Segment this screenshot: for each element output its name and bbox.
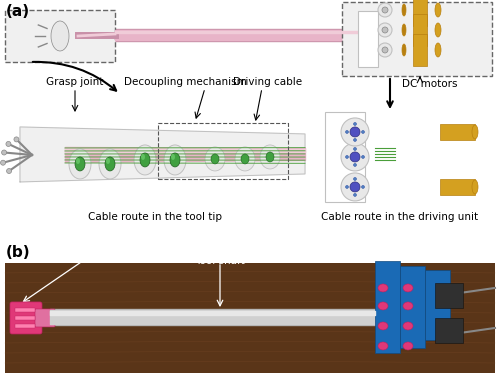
Ellipse shape	[403, 302, 413, 310]
Ellipse shape	[14, 137, 19, 142]
Ellipse shape	[350, 127, 360, 137]
Bar	[158, 123, 288, 179]
Ellipse shape	[346, 155, 348, 158]
Ellipse shape	[346, 186, 348, 189]
Ellipse shape	[362, 155, 364, 158]
Ellipse shape	[403, 342, 413, 350]
Ellipse shape	[435, 43, 441, 57]
Text: Tool shaft: Tool shaft	[195, 256, 245, 266]
Ellipse shape	[382, 7, 388, 13]
Text: (a): (a)	[6, 4, 30, 19]
Ellipse shape	[403, 284, 413, 292]
Text: (b): (b)	[6, 245, 30, 260]
Ellipse shape	[341, 118, 369, 146]
Ellipse shape	[69, 149, 91, 179]
Ellipse shape	[435, 3, 441, 17]
FancyBboxPatch shape	[10, 302, 42, 334]
FancyBboxPatch shape	[400, 266, 425, 348]
Bar	[5, 10, 115, 62]
Bar	[320, 100, 492, 220]
Bar	[435, 318, 463, 343]
Ellipse shape	[99, 149, 121, 179]
Text: Driving cable: Driving cable	[234, 77, 302, 87]
Ellipse shape	[341, 143, 369, 171]
Ellipse shape	[378, 23, 392, 37]
Bar	[15, 308, 35, 312]
Text: Cable route in the tool tip: Cable route in the tool tip	[88, 212, 222, 222]
Ellipse shape	[164, 145, 186, 175]
Ellipse shape	[75, 157, 85, 171]
Ellipse shape	[350, 182, 360, 192]
Ellipse shape	[435, 23, 441, 37]
Ellipse shape	[6, 169, 12, 174]
Text: Grasp joint: Grasp joint	[46, 77, 104, 87]
Ellipse shape	[378, 342, 388, 350]
Ellipse shape	[241, 154, 249, 164]
Ellipse shape	[51, 21, 69, 51]
Ellipse shape	[76, 158, 80, 164]
Bar	[435, 283, 463, 308]
Ellipse shape	[0, 160, 5, 165]
Ellipse shape	[378, 322, 388, 330]
FancyBboxPatch shape	[375, 261, 400, 353]
Ellipse shape	[211, 154, 219, 164]
Ellipse shape	[403, 322, 413, 330]
Text: Tool tip: Tool tip	[82, 250, 118, 260]
Ellipse shape	[378, 43, 392, 57]
Ellipse shape	[205, 147, 225, 171]
Bar	[15, 324, 35, 328]
Bar	[413, 34, 427, 66]
Bar	[342, 2, 492, 76]
FancyBboxPatch shape	[35, 309, 55, 327]
Ellipse shape	[171, 154, 175, 160]
Ellipse shape	[106, 158, 110, 164]
Ellipse shape	[354, 194, 356, 197]
Ellipse shape	[354, 177, 356, 180]
Ellipse shape	[378, 3, 392, 17]
Ellipse shape	[140, 153, 150, 167]
Ellipse shape	[170, 153, 180, 167]
Text: Driving unit: Driving unit	[330, 250, 390, 260]
Ellipse shape	[266, 152, 274, 162]
Ellipse shape	[362, 186, 364, 189]
Ellipse shape	[2, 150, 6, 155]
Polygon shape	[20, 127, 305, 182]
Ellipse shape	[354, 138, 356, 141]
Text: DC motors: DC motors	[402, 79, 458, 89]
Bar	[440, 124, 475, 140]
Bar	[5, 263, 495, 373]
Ellipse shape	[235, 147, 255, 171]
Ellipse shape	[341, 173, 369, 201]
Bar	[413, 0, 427, 26]
Ellipse shape	[472, 125, 478, 139]
FancyBboxPatch shape	[425, 270, 450, 340]
Ellipse shape	[134, 145, 156, 175]
Bar	[325, 112, 365, 202]
Bar	[15, 316, 35, 320]
Ellipse shape	[402, 4, 406, 16]
Ellipse shape	[378, 302, 388, 310]
Ellipse shape	[402, 24, 406, 36]
Ellipse shape	[362, 130, 364, 133]
Ellipse shape	[6, 141, 11, 146]
Ellipse shape	[382, 47, 388, 53]
Text: Decoupling mechanism: Decoupling mechanism	[124, 77, 246, 87]
Ellipse shape	[354, 163, 356, 166]
Ellipse shape	[260, 145, 280, 169]
Bar	[440, 179, 475, 195]
Ellipse shape	[346, 130, 348, 133]
Ellipse shape	[350, 152, 360, 162]
Ellipse shape	[105, 157, 115, 171]
Bar	[358, 11, 378, 67]
Text: Cable route in the driving unit: Cable route in the driving unit	[322, 212, 478, 222]
Bar	[413, 14, 427, 46]
Bar	[5, 100, 315, 220]
Ellipse shape	[402, 44, 406, 56]
Ellipse shape	[354, 122, 356, 125]
Ellipse shape	[354, 147, 356, 150]
Ellipse shape	[472, 180, 478, 194]
Ellipse shape	[141, 154, 145, 160]
Ellipse shape	[382, 27, 388, 33]
Ellipse shape	[378, 284, 388, 292]
